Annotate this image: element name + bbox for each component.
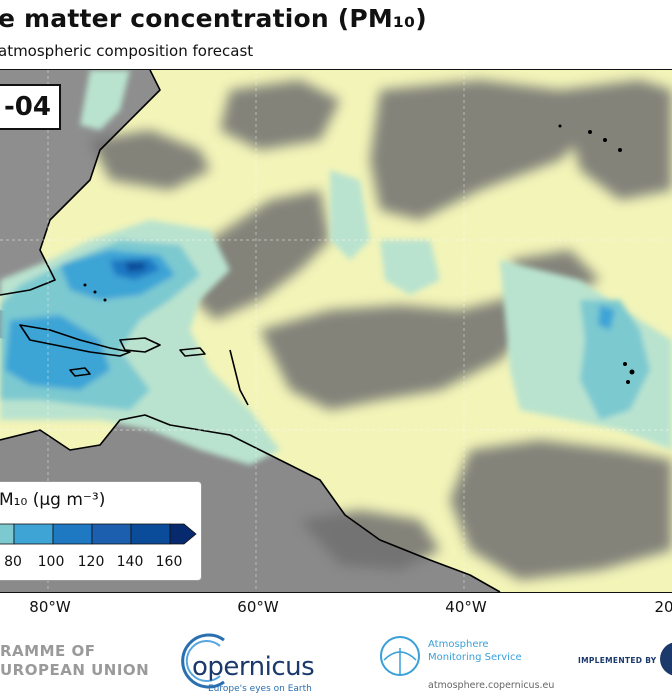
implemented-by-text: IMPLEMENTED BY <box>578 656 657 665</box>
legend-tick: 140 <box>116 554 144 570</box>
cams-name-line-2: Monitoring Service <box>428 652 522 663</box>
cloud-cover <box>90 80 672 580</box>
small-islands <box>83 124 635 384</box>
lon-label: 40°W <box>445 598 487 616</box>
cams-globe-icon <box>380 636 420 676</box>
legend-panel: M₁₀ (μg m⁻³) 80 100 120 140 160 <box>0 481 202 581</box>
lon-label: 60°W <box>237 598 279 616</box>
programme-line-2: UROPEAN UNION <box>0 661 150 679</box>
legend-swatch <box>13 523 54 545</box>
forecast-map <box>0 69 672 593</box>
eu-programme-text: RAMME OF UROPEAN UNION <box>0 642 149 680</box>
pm10-contours <box>0 70 672 465</box>
legend-tick: 80 <box>4 554 22 570</box>
cams-name-line-1: Atmosphere <box>428 639 489 650</box>
map-canvas <box>0 70 672 592</box>
cams-url: atmosphere.copernicus.eu <box>428 680 555 691</box>
copernicus-logo: opernicus Europe's eyes on Earth <box>178 628 338 694</box>
legend-swatch <box>130 523 171 545</box>
legend-tick: 120 <box>77 554 105 570</box>
copernicus-c-icon <box>181 633 225 689</box>
legend-tick: 100 <box>37 554 65 570</box>
longitude-labels: 80°W 60°W 40°W 20 <box>0 598 672 618</box>
footer-logos: RAMME OF UROPEAN UNION opernicus Europe'… <box>0 620 672 700</box>
legend-swatch <box>52 523 93 545</box>
legend-ticks: 80 100 120 140 160 <box>0 554 201 574</box>
lon-label: 20 <box>654 598 672 616</box>
cams-logo: Atmosphere Monitoring Service atmosphere… <box>376 630 554 694</box>
map-subtitle: atmospheric composition forecast <box>0 42 254 60</box>
cams-name: Atmosphere Monitoring Service <box>428 638 522 664</box>
ecmwf-logo-icon <box>660 642 672 676</box>
coastlines <box>0 70 501 592</box>
copernicus-word: opernicus <box>192 652 315 682</box>
legend-tick: 160 <box>155 554 183 570</box>
legend-colorbar <box>0 523 197 545</box>
programme-line-1: RAMME OF <box>0 642 96 660</box>
legend-extend-arrow <box>169 523 197 545</box>
legend-swatch <box>0 523 15 545</box>
lon-label: 80°W <box>29 598 71 616</box>
forecast-date-box: -04 <box>0 84 61 130</box>
map-title: e matter concentration (PM₁₀) <box>0 4 427 33</box>
legend-title: M₁₀ (μg m⁻³) <box>0 490 106 510</box>
copernicus-tagline: Europe's eyes on Earth <box>208 684 312 694</box>
legend-swatch <box>91 523 132 545</box>
